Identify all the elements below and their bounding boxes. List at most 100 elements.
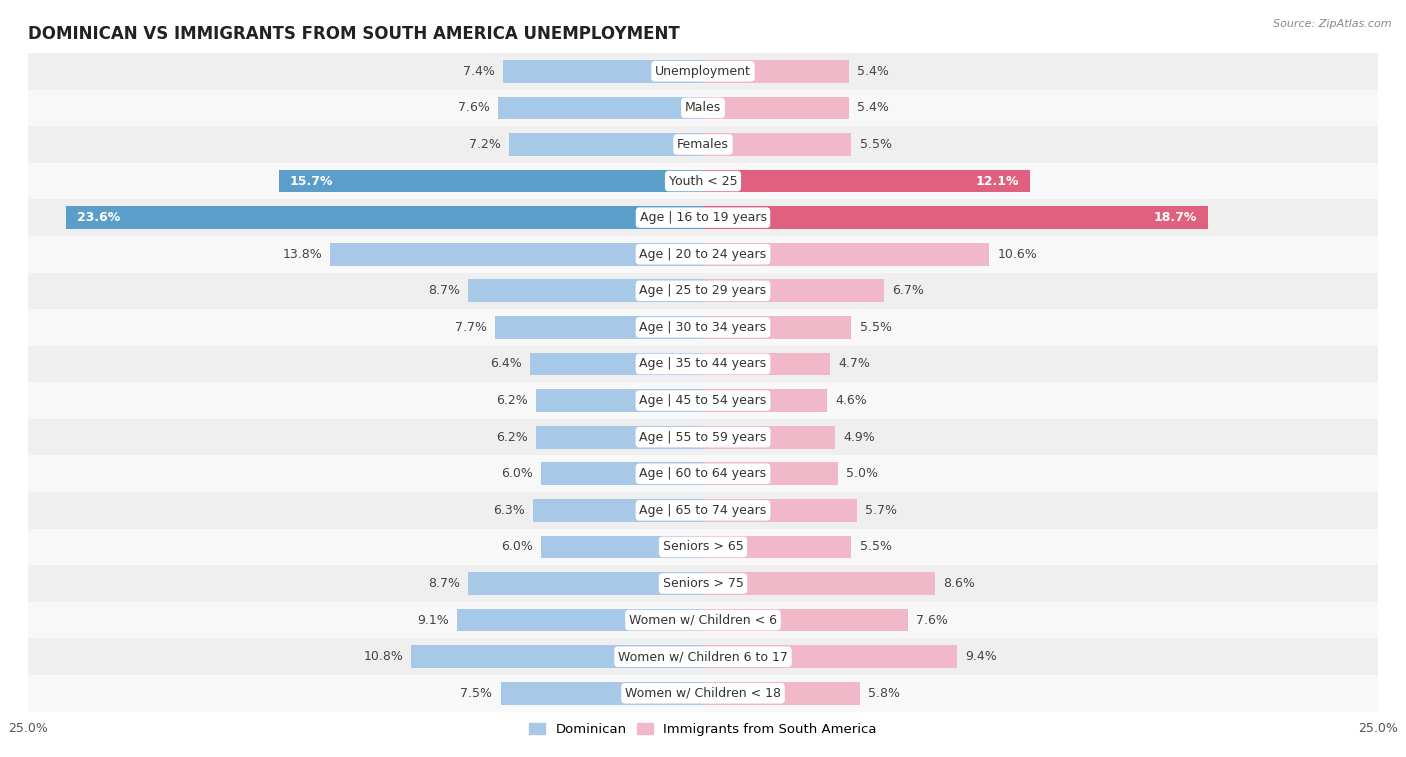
Bar: [703, 463, 838, 485]
Text: Unemployment: Unemployment: [655, 65, 751, 78]
Bar: [530, 353, 703, 375]
Bar: [468, 572, 703, 595]
Bar: [703, 609, 908, 631]
Bar: [703, 279, 884, 302]
Text: Age | 30 to 34 years: Age | 30 to 34 years: [640, 321, 766, 334]
Bar: [457, 609, 703, 631]
Bar: [66, 207, 703, 229]
Bar: [280, 170, 703, 192]
Text: 9.1%: 9.1%: [418, 614, 450, 627]
Text: 5.4%: 5.4%: [856, 65, 889, 78]
Bar: [28, 456, 1378, 492]
Bar: [703, 682, 859, 705]
Text: 7.7%: 7.7%: [456, 321, 486, 334]
Bar: [28, 89, 1378, 126]
Text: 5.0%: 5.0%: [846, 467, 879, 480]
Bar: [703, 499, 856, 522]
Text: 15.7%: 15.7%: [290, 175, 333, 188]
Text: Males: Males: [685, 101, 721, 114]
Bar: [509, 133, 703, 156]
Text: Age | 16 to 19 years: Age | 16 to 19 years: [640, 211, 766, 224]
Bar: [541, 463, 703, 485]
Bar: [28, 602, 1378, 638]
Text: 5.5%: 5.5%: [859, 138, 891, 151]
Text: 6.0%: 6.0%: [501, 467, 533, 480]
Bar: [503, 60, 703, 83]
Bar: [703, 353, 830, 375]
Text: Age | 60 to 64 years: Age | 60 to 64 years: [640, 467, 766, 480]
Bar: [501, 682, 703, 705]
Text: Women w/ Children < 6: Women w/ Children < 6: [628, 614, 778, 627]
Bar: [703, 572, 935, 595]
Text: 6.7%: 6.7%: [891, 285, 924, 298]
Text: 8.7%: 8.7%: [427, 285, 460, 298]
Text: Age | 20 to 24 years: Age | 20 to 24 years: [640, 248, 766, 260]
Bar: [703, 426, 835, 448]
Bar: [533, 499, 703, 522]
Bar: [703, 207, 1208, 229]
Bar: [28, 565, 1378, 602]
Text: Age | 45 to 54 years: Age | 45 to 54 years: [640, 394, 766, 407]
Text: 7.2%: 7.2%: [468, 138, 501, 151]
Bar: [28, 163, 1378, 199]
Text: 6.3%: 6.3%: [494, 504, 524, 517]
Text: 6.2%: 6.2%: [496, 431, 527, 444]
Text: 10.8%: 10.8%: [364, 650, 404, 663]
Text: Females: Females: [678, 138, 728, 151]
Bar: [412, 646, 703, 668]
Text: 7.6%: 7.6%: [458, 101, 489, 114]
Bar: [28, 492, 1378, 528]
Bar: [703, 389, 827, 412]
Text: 10.6%: 10.6%: [997, 248, 1038, 260]
Bar: [468, 279, 703, 302]
Bar: [28, 273, 1378, 309]
Bar: [703, 243, 990, 266]
Text: Age | 25 to 29 years: Age | 25 to 29 years: [640, 285, 766, 298]
Text: 7.4%: 7.4%: [463, 65, 495, 78]
Bar: [28, 126, 1378, 163]
Text: 8.6%: 8.6%: [943, 577, 976, 590]
Text: 5.7%: 5.7%: [865, 504, 897, 517]
Bar: [28, 675, 1378, 712]
Bar: [498, 97, 703, 119]
Text: 9.4%: 9.4%: [965, 650, 997, 663]
Text: 5.5%: 5.5%: [859, 540, 891, 553]
Bar: [28, 309, 1378, 346]
Bar: [330, 243, 703, 266]
Text: 5.5%: 5.5%: [859, 321, 891, 334]
Bar: [536, 389, 703, 412]
Bar: [28, 53, 1378, 89]
Text: 6.0%: 6.0%: [501, 540, 533, 553]
Bar: [536, 426, 703, 448]
Legend: Dominican, Immigrants from South America: Dominican, Immigrants from South America: [524, 717, 882, 741]
Text: 18.7%: 18.7%: [1154, 211, 1197, 224]
Bar: [28, 199, 1378, 236]
Text: 13.8%: 13.8%: [283, 248, 322, 260]
Text: Women w/ Children 6 to 17: Women w/ Children 6 to 17: [619, 650, 787, 663]
Text: Women w/ Children < 18: Women w/ Children < 18: [626, 687, 780, 699]
Text: Source: ZipAtlas.com: Source: ZipAtlas.com: [1274, 19, 1392, 29]
Bar: [28, 638, 1378, 675]
Text: Age | 35 to 44 years: Age | 35 to 44 years: [640, 357, 766, 370]
Text: 7.5%: 7.5%: [460, 687, 492, 699]
Text: Seniors > 65: Seniors > 65: [662, 540, 744, 553]
Bar: [541, 536, 703, 558]
Bar: [703, 97, 849, 119]
Text: 6.4%: 6.4%: [491, 357, 522, 370]
Bar: [28, 236, 1378, 273]
Text: 4.7%: 4.7%: [838, 357, 870, 370]
Bar: [28, 382, 1378, 419]
Bar: [28, 528, 1378, 565]
Text: 4.6%: 4.6%: [835, 394, 868, 407]
Bar: [703, 60, 849, 83]
Text: Youth < 25: Youth < 25: [669, 175, 737, 188]
Text: Age | 65 to 74 years: Age | 65 to 74 years: [640, 504, 766, 517]
Bar: [495, 316, 703, 338]
Bar: [703, 536, 852, 558]
Bar: [703, 170, 1029, 192]
Bar: [703, 646, 956, 668]
Text: 4.9%: 4.9%: [844, 431, 875, 444]
Text: Age | 55 to 59 years: Age | 55 to 59 years: [640, 431, 766, 444]
Bar: [28, 419, 1378, 456]
Text: 5.4%: 5.4%: [856, 101, 889, 114]
